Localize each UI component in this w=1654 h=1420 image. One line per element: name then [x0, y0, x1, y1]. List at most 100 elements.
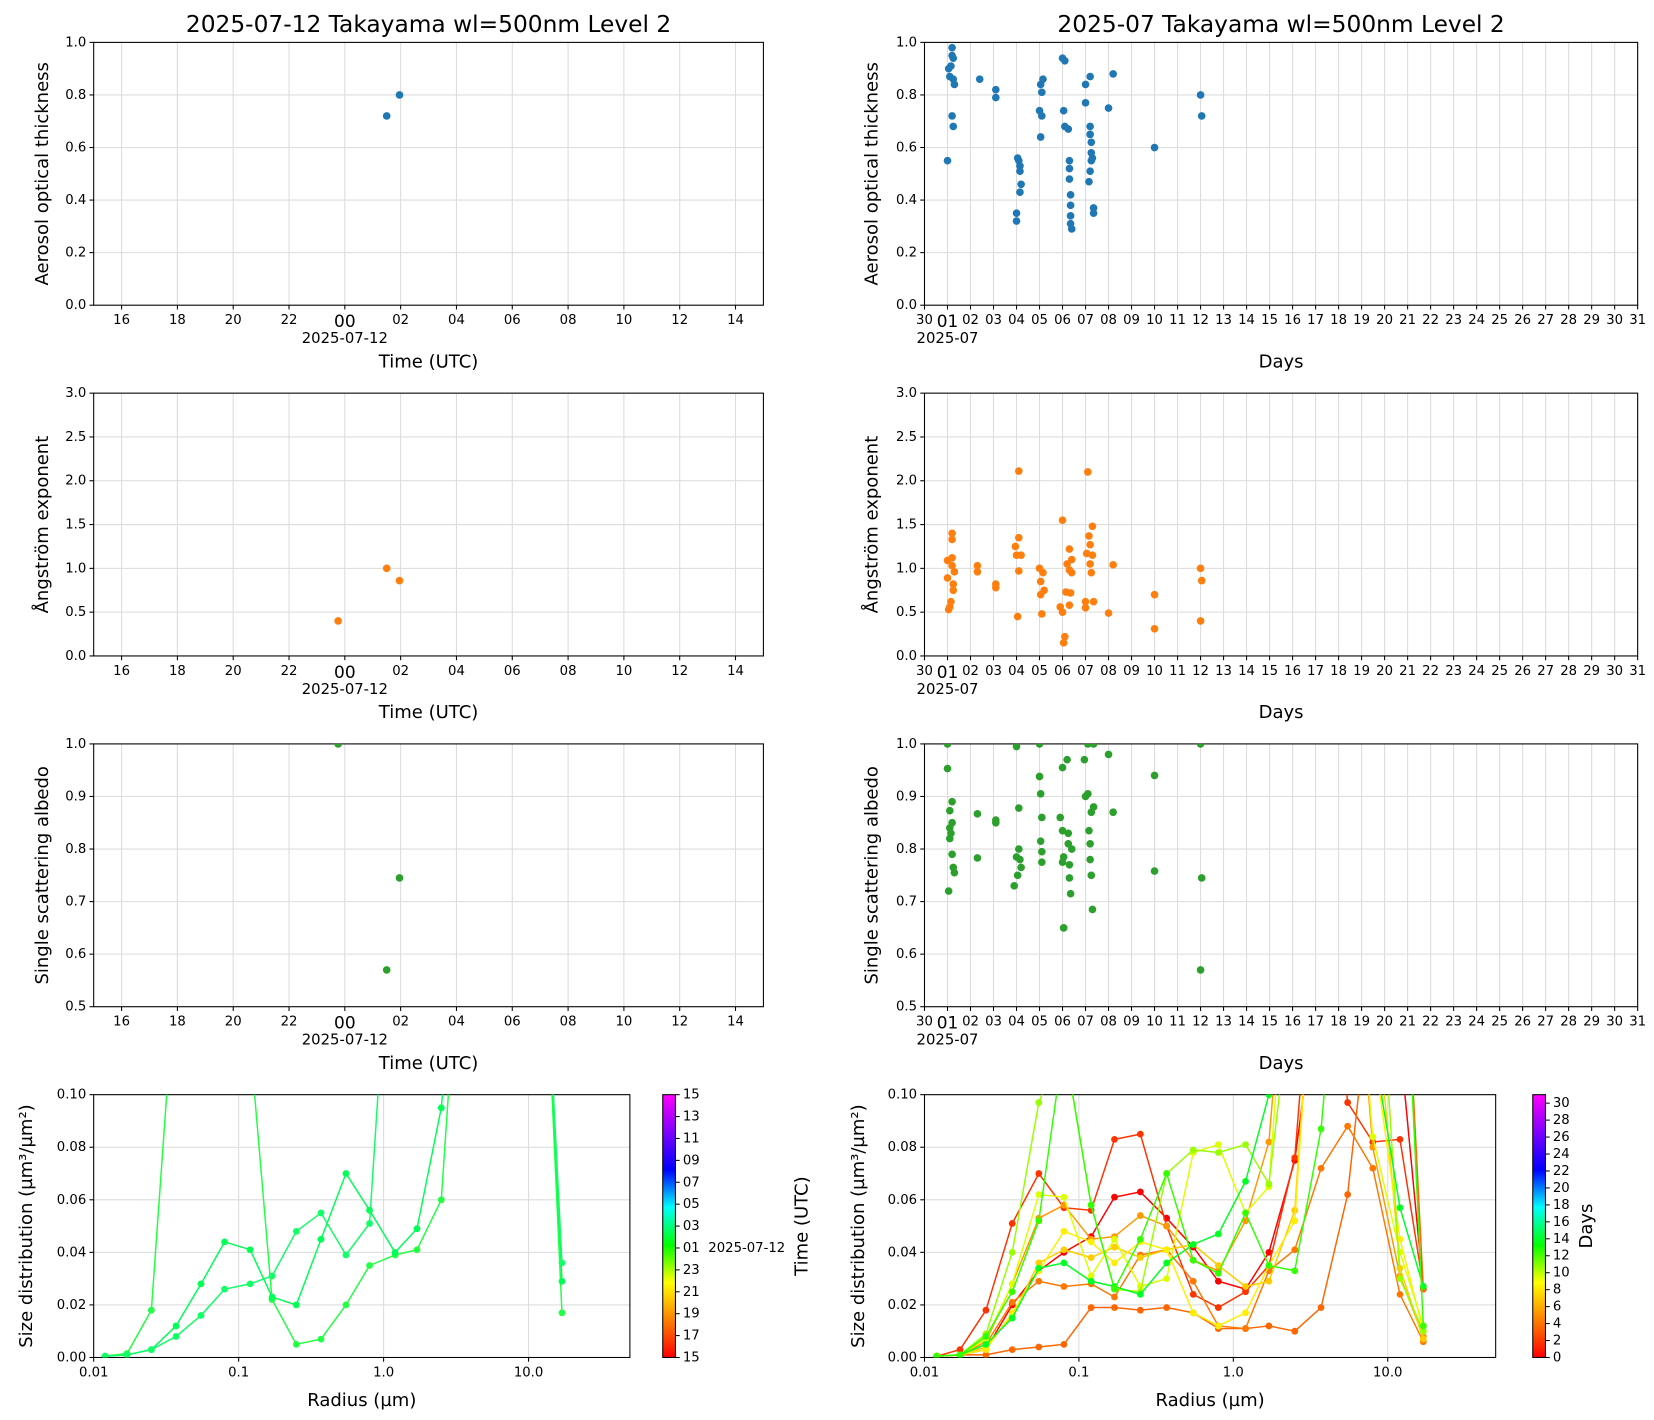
x-tick-label: 06 — [504, 313, 521, 328]
chart-title: 2025-07 Takayama wl=500nm Level 2 — [1057, 11, 1504, 38]
colorbar-tick-label: 8 — [1553, 1283, 1561, 1298]
point — [1111, 1235, 1118, 1243]
point — [1291, 1246, 1299, 1254]
point — [1265, 1248, 1273, 1256]
point — [197, 1280, 205, 1288]
x-tick-label: 30 — [1606, 313, 1623, 328]
point — [1065, 545, 1074, 553]
point — [948, 535, 956, 544]
point — [1214, 1149, 1222, 1156]
point — [948, 797, 956, 806]
point — [1265, 1262, 1273, 1269]
y-tick-label: 0.2 — [65, 246, 86, 261]
colorbar-tick-label: 05 — [683, 1197, 700, 1212]
y-axis-label: Single scattering albedo — [32, 766, 53, 984]
plot-frame — [923, 41, 1639, 306]
point — [488, 566, 495, 573]
x-tick-label: 12 — [1192, 313, 1209, 328]
point — [1396, 1135, 1404, 1143]
point — [1015, 804, 1023, 812]
y-tick-label: 0.08 — [57, 1140, 86, 1155]
x-axis-label: Days — [1259, 1053, 1304, 1074]
x-tick-label: 06 — [1054, 664, 1071, 679]
point — [1060, 1246, 1068, 1254]
point — [1344, 1099, 1352, 1106]
point — [944, 887, 953, 895]
y-tick-label: 0.8 — [65, 88, 86, 103]
point — [1369, 960, 1376, 967]
point — [1163, 1304, 1171, 1311]
point — [1242, 1141, 1249, 1148]
point — [1087, 1277, 1095, 1285]
point — [382, 112, 391, 120]
colorbar-tick-label: 09 — [683, 1153, 700, 1168]
point — [950, 568, 959, 576]
point — [982, 1306, 990, 1314]
x-tick-label: 14 — [727, 1015, 744, 1030]
point — [1089, 743, 1098, 748]
point — [1111, 1259, 1118, 1267]
point — [1111, 1285, 1118, 1293]
point — [1318, 566, 1325, 573]
y-axis-label: Size distribution (µm³/µm²) — [16, 1104, 37, 1347]
data-layer — [334, 564, 404, 625]
x-tick-label: 24 — [1468, 1015, 1485, 1030]
x-tick-label: 26 — [1514, 664, 1531, 679]
point — [1059, 106, 1068, 115]
x-tick-label: 16 — [113, 1015, 130, 1030]
point — [1011, 542, 1020, 551]
colorbar-tick-label: 12 — [1553, 1249, 1570, 1264]
x-tick-label: 26 — [1514, 1015, 1531, 1030]
point — [1082, 549, 1091, 558]
point — [1242, 1309, 1249, 1317]
x-tick-label: 13 — [1215, 664, 1232, 679]
point — [1067, 555, 1076, 564]
point — [1036, 837, 1045, 845]
x-tick-label: 07 — [1077, 313, 1094, 328]
point — [1189, 1146, 1197, 1154]
point — [292, 1340, 300, 1348]
point — [1111, 1293, 1118, 1301]
colorbar-tick-label: 24 — [1553, 1147, 1570, 1162]
point — [1087, 1254, 1095, 1262]
data-layer — [933, 566, 1427, 1358]
point — [391, 1248, 399, 1256]
point — [1080, 755, 1089, 764]
y-tick-label: 0.08 — [888, 1140, 917, 1155]
point — [1197, 576, 1206, 585]
point — [317, 1209, 325, 1217]
point — [949, 122, 958, 131]
y-tick-label: 0.00 — [57, 1350, 86, 1365]
point — [1081, 597, 1090, 606]
point — [463, 828, 470, 835]
y-axis-label: Single scattering albedo — [862, 766, 883, 984]
y-tick-label: 2.5 — [65, 430, 86, 445]
x-tick-label: 13 — [1215, 313, 1232, 328]
colorbar-tick-label: 07 — [683, 1175, 700, 1190]
point — [1065, 175, 1074, 183]
point — [268, 1293, 276, 1301]
colorbar-tick-label: 4 — [1553, 1317, 1561, 1332]
panel: 0.00 0.02 0.04 0.06 0.08 0.10 0.01 0.1 1.0 10.0 Ra… — [16, 566, 813, 1411]
point — [1060, 1259, 1068, 1267]
y-tick-label: 0.6 — [896, 141, 917, 156]
point — [1084, 790, 1092, 798]
x-tick-label: 02 — [392, 1015, 409, 1030]
x-tick-label: 12 — [1192, 664, 1209, 679]
colorbar-tick-label: 18 — [1553, 1198, 1570, 1213]
point — [1136, 1212, 1144, 1219]
point — [950, 868, 959, 877]
panel: 0.0 0.5 1.0 1.5 2.0 2.5 3.0 30 01 02 03 04 05 06 07 08 0… — [861, 386, 1647, 723]
y-tick-label: 0.5 — [896, 605, 917, 620]
x-tick-label: 01 — [937, 1013, 959, 1033]
point — [1150, 624, 1159, 633]
point — [1065, 164, 1074, 173]
point — [1086, 122, 1094, 131]
point — [1369, 828, 1376, 835]
y-tick-label: 0.10 — [888, 1088, 917, 1103]
x-tick-label: 12 — [671, 664, 688, 679]
point — [1189, 1309, 1197, 1317]
y-tick-label: 0.02 — [888, 1298, 917, 1313]
x-tick-label: 00 — [334, 311, 356, 331]
colorbar-date-label: 2025-07-12 — [708, 1241, 785, 1256]
